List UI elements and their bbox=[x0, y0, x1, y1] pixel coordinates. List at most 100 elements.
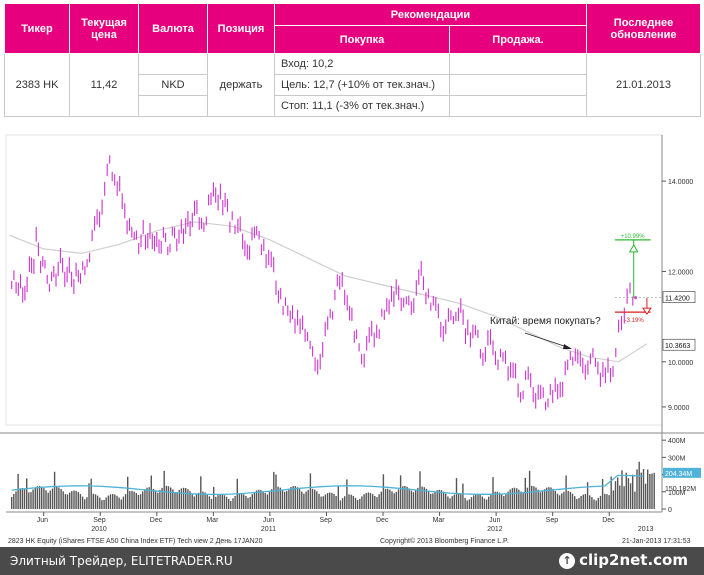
volume-bar bbox=[610, 476, 612, 509]
volume-bar bbox=[200, 476, 202, 509]
volume-bar bbox=[434, 491, 436, 509]
volume-bar bbox=[442, 491, 445, 509]
volume-bar bbox=[311, 488, 314, 509]
volume-bar bbox=[245, 495, 247, 509]
cell-target: Цель: 12,7 (+10% от тек.знач.) bbox=[274, 74, 450, 96]
volume-bar bbox=[470, 497, 473, 509]
month-label: Mar bbox=[206, 517, 219, 524]
volume-bar bbox=[258, 489, 260, 509]
volume-bar bbox=[305, 491, 307, 509]
volume-bar bbox=[563, 491, 565, 509]
volume-bar bbox=[234, 496, 236, 509]
volume-bar bbox=[144, 489, 146, 509]
volume-bar bbox=[412, 492, 415, 509]
volume-bar bbox=[653, 472, 655, 509]
volume-bar bbox=[389, 489, 391, 509]
volume-bar bbox=[393, 493, 395, 509]
volume-bar bbox=[17, 473, 19, 509]
volume-bar bbox=[331, 492, 333, 509]
month-label: Dec bbox=[376, 517, 389, 524]
volume-bar bbox=[86, 497, 88, 509]
price-tick-label: 10.0000 bbox=[668, 360, 693, 367]
volume-bar bbox=[494, 491, 496, 509]
volume-bar bbox=[247, 497, 249, 509]
volume-bar bbox=[180, 488, 183, 509]
volume-bar bbox=[341, 498, 344, 509]
volume-bar bbox=[101, 500, 103, 509]
volume-bar bbox=[492, 477, 494, 509]
volume-bar bbox=[238, 493, 241, 509]
volume-bars bbox=[11, 461, 655, 509]
volume-bar bbox=[116, 495, 118, 509]
volume-bar bbox=[485, 499, 488, 509]
annotation-arrowhead bbox=[563, 344, 572, 349]
volume-bar bbox=[421, 486, 423, 509]
volume-bar bbox=[56, 486, 58, 509]
volume-bar bbox=[96, 495, 99, 509]
volume-bar bbox=[625, 472, 627, 509]
month-label: Jun bbox=[263, 517, 274, 524]
volume-bar bbox=[266, 494, 269, 509]
volume-bar bbox=[365, 493, 367, 509]
volume-bar bbox=[438, 489, 440, 509]
header-ticker: Тикер bbox=[4, 3, 70, 54]
volume-bar bbox=[597, 498, 599, 509]
price-bars bbox=[11, 155, 638, 411]
volume-bar bbox=[69, 492, 71, 509]
volume-bar bbox=[591, 497, 593, 509]
volume-bar bbox=[473, 495, 475, 509]
volume-bar bbox=[301, 491, 303, 509]
header-currency: Валюта bbox=[138, 3, 208, 54]
cell-position: держать bbox=[207, 53, 275, 117]
volume-bar bbox=[423, 487, 425, 509]
volume-bar bbox=[189, 491, 191, 509]
volume-bar bbox=[406, 486, 408, 509]
volume-bar bbox=[651, 473, 653, 509]
volume-bar bbox=[36, 486, 39, 509]
volume-bar bbox=[387, 488, 389, 509]
volume-bar bbox=[580, 496, 582, 509]
volume-bar bbox=[352, 495, 354, 509]
volume-bar bbox=[197, 492, 200, 509]
volume-bar bbox=[28, 492, 30, 509]
volume-bar bbox=[402, 486, 404, 509]
cell-stop: Стоп: 11,1 (-3% от тек.знач.) bbox=[274, 95, 450, 117]
volume-bar bbox=[202, 491, 204, 509]
volume-bar bbox=[569, 491, 572, 509]
volume-bar bbox=[604, 493, 606, 509]
volume-bar bbox=[187, 489, 189, 509]
volume-bar bbox=[157, 492, 159, 509]
volume-bar bbox=[114, 494, 116, 509]
volume-bar bbox=[62, 491, 64, 509]
volume-bar bbox=[133, 491, 135, 509]
volume-bar bbox=[374, 496, 376, 509]
volume-bar bbox=[642, 469, 645, 509]
volume-bar bbox=[391, 491, 393, 509]
volume-bar bbox=[627, 478, 630, 509]
volume-bar bbox=[430, 494, 432, 509]
volume-bar bbox=[440, 490, 443, 509]
volume-bar bbox=[120, 499, 122, 509]
volume-bar bbox=[574, 496, 576, 509]
volume-bar bbox=[255, 490, 258, 509]
volume-bar bbox=[522, 492, 524, 509]
volume-bar bbox=[445, 493, 447, 509]
target-label: +10.99% bbox=[621, 234, 646, 240]
volume-bar bbox=[425, 488, 428, 509]
volume-bar bbox=[335, 496, 337, 509]
volume-bar bbox=[558, 495, 561, 509]
volume-bar bbox=[647, 469, 649, 509]
volume-bar bbox=[490, 494, 492, 509]
volume-bar bbox=[644, 483, 647, 509]
volume-bar bbox=[75, 490, 77, 509]
volume-bar bbox=[53, 471, 56, 509]
volume-bar bbox=[447, 496, 449, 509]
volume-bar bbox=[210, 499, 213, 509]
recommendation-table: Тикер Текущая цена Валюта Позиция Рекоме… bbox=[4, 3, 701, 117]
volume-bar bbox=[213, 486, 215, 509]
volume-bar bbox=[172, 489, 174, 509]
volume-bar bbox=[571, 493, 574, 509]
chart-footer-left: 2823 HK Equity (iShares FTSE A50 China I… bbox=[8, 538, 263, 545]
volume-bar bbox=[232, 498, 234, 509]
volume-bar bbox=[543, 489, 546, 509]
